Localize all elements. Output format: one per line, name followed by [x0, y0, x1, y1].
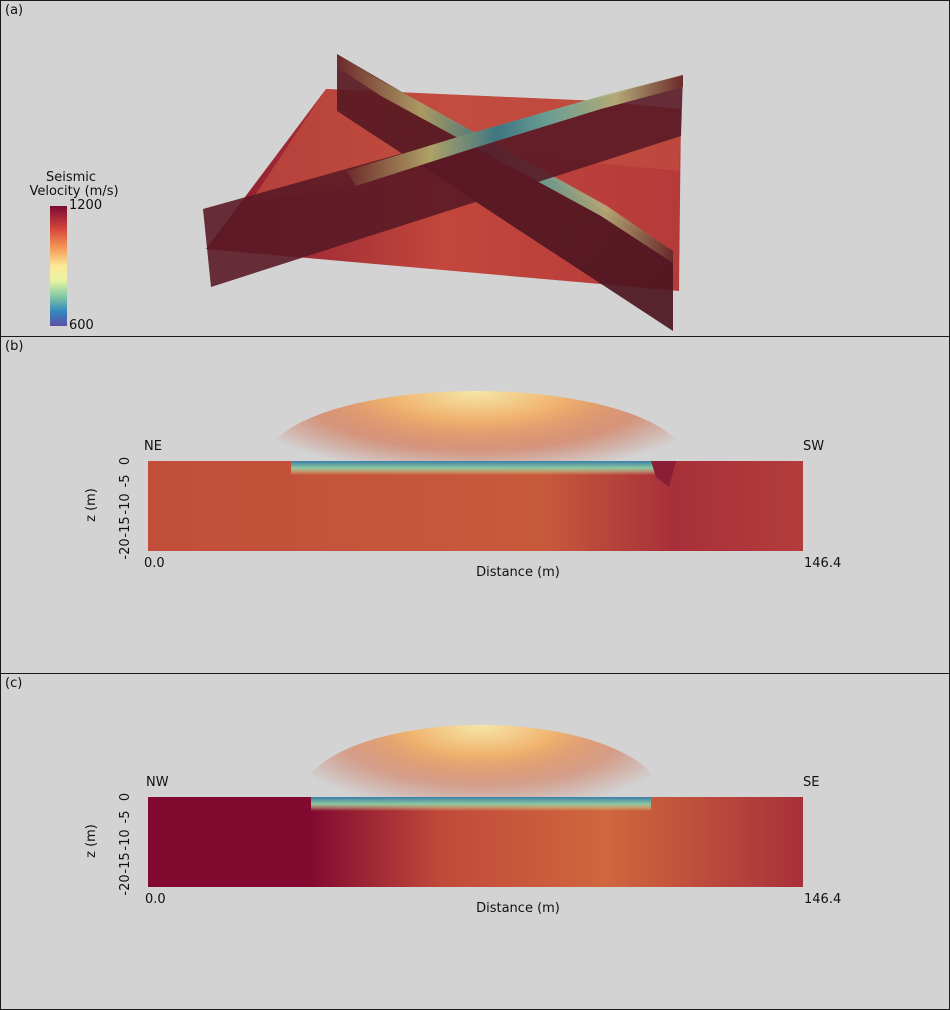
panel-label-a: (a)	[5, 3, 24, 18]
cross-section-b: NE SW z (m) 0 -5 -10 -15 -20 0.0 146.4 D…	[84, 391, 841, 580]
x-tick-end: 146.4	[804, 892, 841, 907]
colorbar-max-label: 1200	[69, 198, 102, 213]
3d-fence-diagram: Seismic Velocity (m/s) 1200 600	[29, 54, 683, 333]
colorbar-min-label: 600	[69, 318, 94, 333]
y-tick-3: -15	[118, 852, 133, 873]
y-tick-4: -20	[118, 538, 133, 559]
panel-label-c: (c)	[5, 676, 23, 691]
y-tick-4: -20	[118, 874, 133, 895]
near-surface-layer	[291, 461, 671, 475]
colorbar-title-1: Seismic	[46, 170, 96, 185]
fence-plane-ne-sw	[203, 75, 683, 287]
y-tick-3: -15	[118, 516, 133, 537]
y-tick-1: -5	[118, 811, 133, 824]
y-tick-2: -10	[118, 829, 133, 850]
y-tick-2: -10	[118, 493, 133, 514]
y-tick-0: 0	[118, 793, 133, 801]
panel-section-nw-se: (c) NW SE	[0, 673, 950, 1010]
cross-section-c: NW SE z (m) 0 -5 -10 -15 -20 0.0 146.4 D…	[84, 725, 841, 916]
y-tick-0: 0	[118, 457, 133, 465]
y-tick-1: -5	[118, 475, 133, 488]
high-velocity-anomaly	[651, 461, 676, 487]
x-tick-end: 146.4	[804, 556, 841, 571]
panel-3d-view: (a)	[0, 0, 950, 337]
right-direction-label: SW	[803, 439, 824, 454]
x-axis-label: Distance (m)	[476, 901, 560, 916]
panel-label-b: (b)	[5, 339, 24, 354]
right-direction-label: SE	[803, 775, 819, 790]
colorbar	[50, 206, 67, 326]
x-tick-start: 0.0	[145, 892, 166, 907]
left-direction-label: NW	[146, 775, 169, 790]
y-axis-label: z (m)	[84, 824, 99, 858]
near-surface-layer	[311, 797, 651, 811]
y-axis-label: z (m)	[84, 488, 99, 522]
x-tick-start: 0.0	[144, 556, 165, 571]
x-axis-label: Distance (m)	[476, 565, 560, 580]
fence-plane-ne-sw-top	[346, 75, 683, 186]
left-direction-label: NE	[144, 439, 162, 454]
panel-section-ne-sw: (b) NE SW	[0, 336, 950, 674]
colorbar-title-2: Velocity (m/s)	[29, 184, 118, 199]
